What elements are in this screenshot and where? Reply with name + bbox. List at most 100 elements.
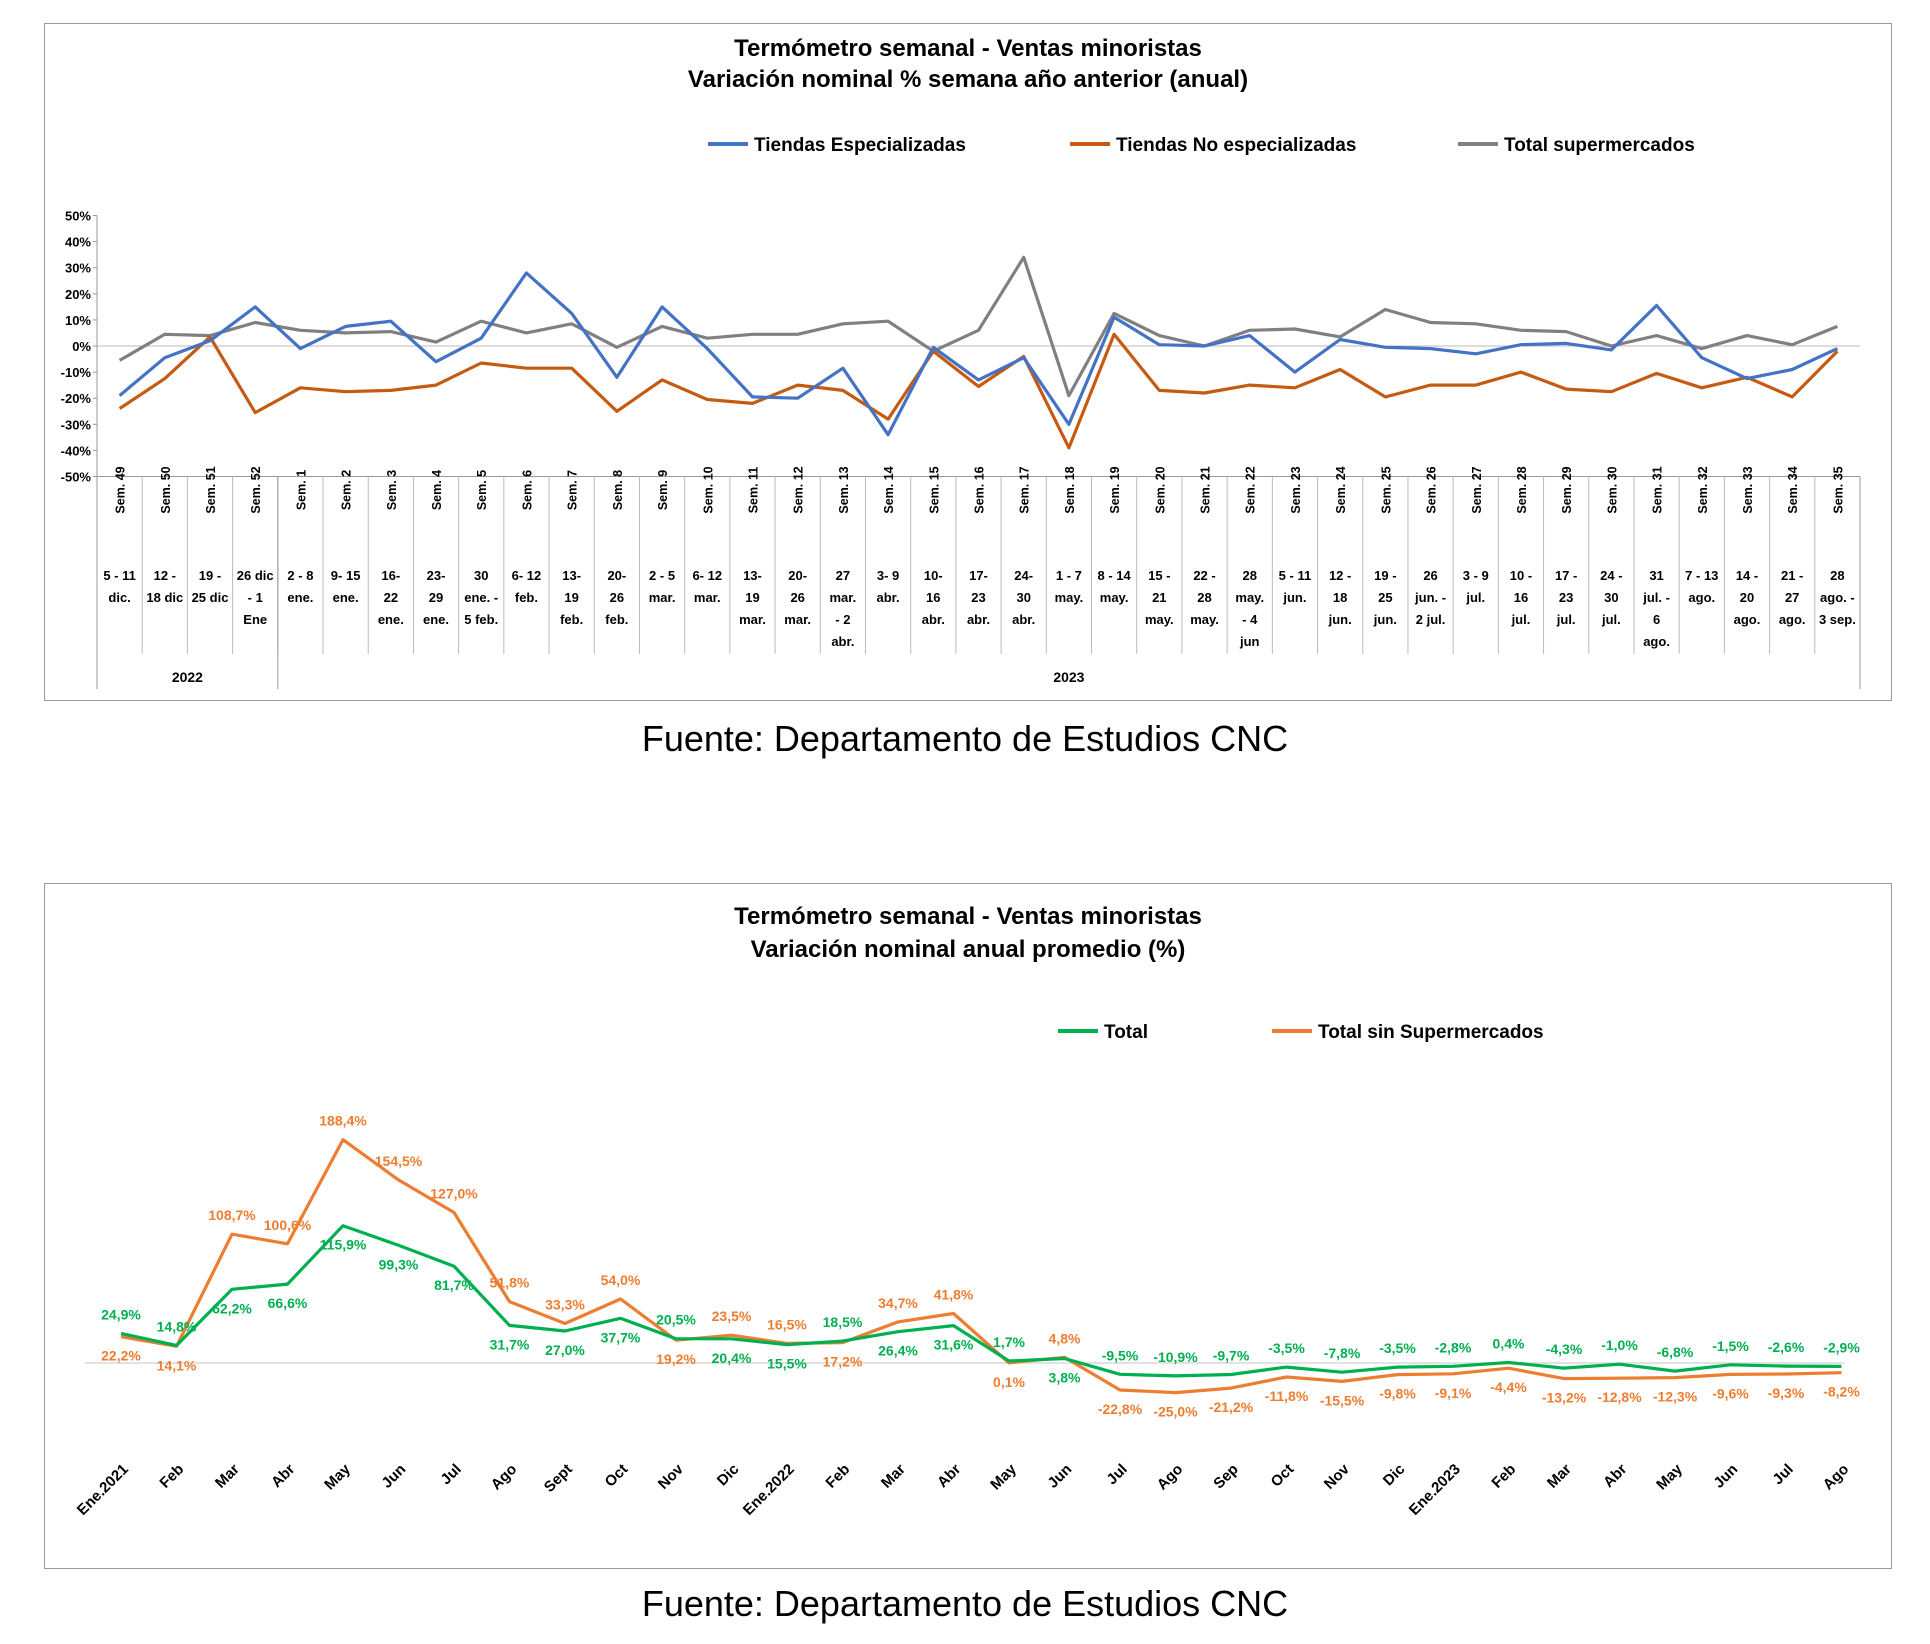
data-label: 14,1% xyxy=(157,1357,197,1373)
x-tick-label: Sept xyxy=(541,1461,576,1496)
week-date-label: 25 dic xyxy=(192,590,229,605)
series-line xyxy=(118,332,1839,450)
week-date-label: 19 - xyxy=(199,568,221,583)
week-date-label: ago. xyxy=(1688,590,1715,605)
data-label: 81,7% xyxy=(434,1277,474,1293)
data-label: -2,6% xyxy=(1768,1339,1805,1355)
data-label: -9,5% xyxy=(1102,1347,1139,1363)
x-tick-label: Ago xyxy=(1820,1461,1853,1494)
data-label: 99,3% xyxy=(379,1256,419,1272)
data-label: -2,9% xyxy=(1823,1339,1860,1355)
week-date-label: 13- xyxy=(562,568,581,583)
average-chart-panel: Termómetro semanal - Ventas minoristas Va… xyxy=(44,883,1892,1569)
week-date-label: ago. xyxy=(1643,634,1670,649)
x-tick-label: Jul xyxy=(437,1461,464,1488)
week-date-label: abr. xyxy=(1012,612,1035,627)
x-tick-label: Feb xyxy=(156,1461,187,1492)
x-tick-label: Oct xyxy=(1268,1461,1298,1491)
x-tick-label: Mar xyxy=(212,1461,243,1492)
week-date-label: may. xyxy=(1235,590,1264,605)
x-tick-label: Ene.2022 xyxy=(740,1461,798,1519)
week-date-label: jun. xyxy=(1282,590,1306,605)
week-label: Sem. 18 xyxy=(1063,466,1077,513)
week-date-label: jul. - xyxy=(1642,590,1670,605)
week-date-label: 19 xyxy=(745,590,759,605)
week-date-label: 7 - 13 xyxy=(1685,568,1718,583)
chart-subtitle: Variación nominal % semana año anterior … xyxy=(688,66,1248,93)
week-label: Sem. 21 xyxy=(1199,466,1213,513)
week-date-label: - 1 xyxy=(248,590,263,605)
data-label: 33,3% xyxy=(545,1297,585,1313)
week-label: Sem. 49 xyxy=(114,466,128,513)
week-date-label: jul. xyxy=(1465,590,1485,605)
week-date-label: 5 - 11 xyxy=(1279,568,1312,583)
week-label: Sem. 19 xyxy=(1108,466,1122,513)
data-label: -25,0% xyxy=(1153,1404,1198,1420)
week-label: Sem. 26 xyxy=(1425,466,1439,513)
week-date-label: ago. xyxy=(1734,612,1761,627)
week-date-label: 6- 12 xyxy=(692,568,722,583)
week-date-label: 30 xyxy=(474,568,488,583)
data-label: 16,5% xyxy=(767,1316,807,1332)
y-tick-label: -30% xyxy=(61,417,92,432)
week-date-label: 26 xyxy=(610,590,624,605)
data-label: -9,1% xyxy=(1435,1385,1472,1401)
data-label: -2,8% xyxy=(1435,1339,1472,1355)
week-label: Sem. 12 xyxy=(792,466,806,513)
week-date-label: 18 dic xyxy=(146,590,183,605)
data-label: -3,5% xyxy=(1268,1340,1305,1356)
week-date-label: ene. xyxy=(333,590,359,605)
week-date-label: ene. xyxy=(287,590,313,605)
week-date-label: mar. xyxy=(739,612,766,627)
week-label: Sem. 2 xyxy=(340,470,354,510)
data-label: 3,8% xyxy=(1049,1369,1081,1385)
week-date-label: 12 - xyxy=(1329,568,1351,583)
week-label: Sem. 3 xyxy=(385,470,399,510)
x-tick-label: Ene.2021 xyxy=(74,1461,132,1519)
data-label: 27,0% xyxy=(545,1342,585,1358)
week-label: Sem. 5 xyxy=(475,470,489,510)
week-date-label: 16- xyxy=(381,568,400,583)
data-label: -12,3% xyxy=(1653,1389,1698,1405)
data-label: 26,4% xyxy=(878,1343,918,1359)
data-label: -15,5% xyxy=(1320,1392,1365,1408)
week-label: Sem. 7 xyxy=(566,470,580,510)
data-label: 0,4% xyxy=(1493,1336,1525,1352)
data-label: -8,2% xyxy=(1823,1384,1860,1400)
week-date-label: jul. xyxy=(1601,612,1621,627)
week-date-label: 10- xyxy=(924,568,943,583)
data-label: 20,4% xyxy=(712,1350,752,1366)
data-label: 15,5% xyxy=(767,1356,807,1372)
x-tick-label: Dic xyxy=(714,1461,743,1490)
y-tick-label: 30% xyxy=(65,261,91,276)
x-tick-label: Jul xyxy=(1769,1461,1796,1488)
week-date-label: ago. - xyxy=(1820,590,1855,605)
week-date-label: 2 jul. xyxy=(1416,612,1446,627)
average-variation-chart: Termómetro semanal - Ventas minoristas Va… xyxy=(74,903,1861,1519)
x-tick-label: Jun xyxy=(378,1461,409,1492)
week-date-label: 30 xyxy=(1604,590,1618,605)
data-label: 24,9% xyxy=(101,1306,141,1322)
week-label: Sem. 9 xyxy=(656,470,670,510)
data-label: -4,3% xyxy=(1546,1341,1583,1357)
data-label: -6,8% xyxy=(1657,1344,1694,1360)
week-date-label: 15 - xyxy=(1148,568,1170,583)
week-date-label: 22 - xyxy=(1193,568,1215,583)
week-label: Sem. 23 xyxy=(1289,466,1303,513)
weekly-variation-chart: Termómetro semanal - Ventas minoristas Va… xyxy=(61,35,1861,689)
week-label: Sem. 11 xyxy=(746,467,760,514)
week-date-label: jul. xyxy=(1511,612,1531,627)
week-date-label: mar. xyxy=(694,590,721,605)
x-tick-label: May xyxy=(321,1460,354,1493)
week-date-label: jul. xyxy=(1556,612,1576,627)
week-date-label: abr. xyxy=(922,612,945,627)
source-note: Fuente: Departamento de Estudios CNC xyxy=(641,1583,1289,1624)
data-label: 34,7% xyxy=(878,1295,918,1311)
week-label: Sem. 33 xyxy=(1741,466,1755,513)
chart-subtitle: Variación nominal anual promedio (%) xyxy=(751,936,1186,963)
week-date-label: 20- xyxy=(788,568,807,583)
data-label: 31,7% xyxy=(490,1336,530,1352)
week-date-label: jun. - xyxy=(1414,590,1446,605)
data-label: 51,8% xyxy=(490,1275,530,1291)
week-date-label: feb. xyxy=(560,612,583,627)
